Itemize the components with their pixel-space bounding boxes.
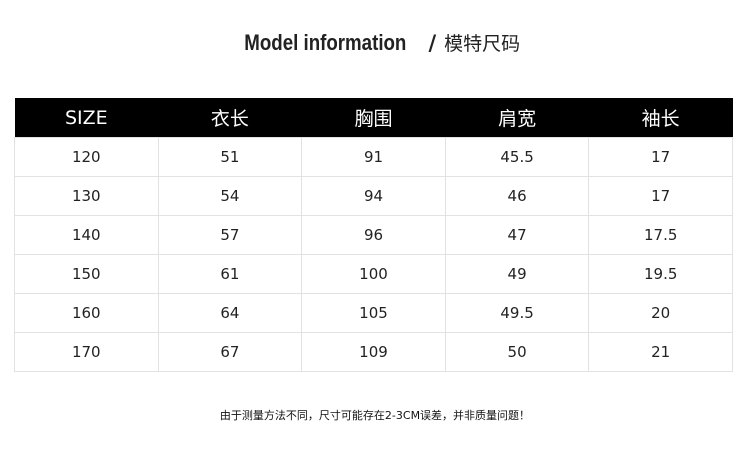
table-row: 150 61 100 49 19.5 <box>14 254 733 294</box>
table-cell: 46 <box>444 176 590 216</box>
table-cell: 17 <box>588 176 733 216</box>
table-cell: 17 <box>588 137 733 177</box>
header-chest: 胸围 <box>301 98 446 138</box>
table-cell: 45.5 <box>444 137 590 177</box>
table-header-row: SIZE 衣长 胸围 肩宽 袖长 <box>14 98 733 138</box>
header-shoulder: 肩宽 <box>445 98 589 138</box>
table-cell: 67 <box>157 332 303 372</box>
table-cell: 130 <box>14 176 159 216</box>
table-cell: 170 <box>14 332 159 372</box>
table-cell: 54 <box>157 176 303 216</box>
header-length: 衣长 <box>158 98 302 138</box>
table-row: 120 51 91 45.5 17 <box>14 137 733 177</box>
table-cell: 50 <box>444 332 590 372</box>
size-table: SIZE 衣长 胸围 肩宽 袖长 120 51 91 45.5 17 130 54 94 46 1… <box>14 98 733 372</box>
table-cell: 140 <box>14 215 159 255</box>
table-cell: 49.5 <box>444 293 590 333</box>
table-row: 160 64 105 49.5 20 <box>14 293 733 333</box>
title-separator: / <box>428 31 437 55</box>
table-row: 140 57 96 47 17.5 <box>14 215 733 255</box>
table-cell: 100 <box>301 254 446 294</box>
table-cell: 47 <box>444 215 590 255</box>
table-cell: 61 <box>157 254 303 294</box>
table-cell: 51 <box>157 137 303 177</box>
table-cell: 160 <box>14 293 159 333</box>
table-cell: 21 <box>588 332 733 372</box>
table-cell: 20 <box>588 293 733 333</box>
table-cell: 64 <box>157 293 303 333</box>
measurement-note: 由于测量方法不同，尺寸可能存在2-3CM误差，并非质量问题！ <box>219 409 531 422</box>
table-cell: 91 <box>301 137 446 177</box>
table-row: 170 67 109 50 21 <box>14 332 733 372</box>
table-cell: 19.5 <box>588 254 733 294</box>
title-chinese: 模特尺码 <box>444 33 521 55</box>
table-cell: 150 <box>14 254 159 294</box>
table-cell: 105 <box>301 293 446 333</box>
header-sleeve: 袖长 <box>588 98 733 138</box>
table-cell: 57 <box>157 215 303 255</box>
table-cell: 120 <box>14 137 159 177</box>
table-cell: 109 <box>301 332 446 372</box>
table-cell: 96 <box>301 215 446 255</box>
title-english: Model information <box>244 30 407 55</box>
page-title: Model information / 模特尺码 <box>0 29 750 56</box>
table-cell: 49 <box>444 254 590 294</box>
table-cell: 17.5 <box>588 215 733 255</box>
table-cell: 94 <box>301 176 446 216</box>
table-row: 130 54 94 46 17 <box>14 176 733 216</box>
header-size: SIZE <box>14 98 159 138</box>
